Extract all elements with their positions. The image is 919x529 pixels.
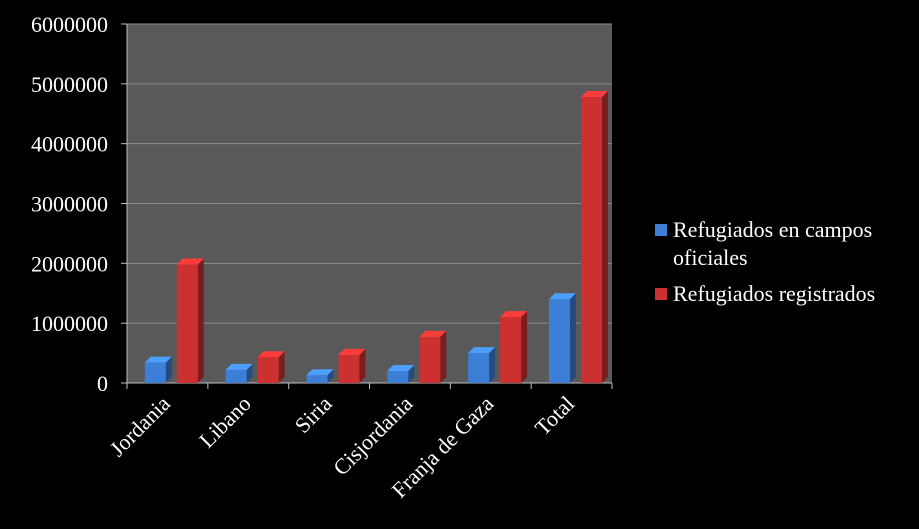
bar-registrados-3 bbox=[419, 330, 447, 383]
bar-campos-5 bbox=[548, 293, 576, 383]
legend: Refugiados en campos oficiales Refugiado… bbox=[655, 216, 917, 316]
bar-registrados-0 bbox=[176, 258, 204, 383]
bar-campos-4 bbox=[468, 347, 496, 383]
bar-registrados-5 bbox=[580, 90, 608, 383]
bar-registrados-1 bbox=[257, 351, 285, 383]
legend-swatch-red bbox=[655, 288, 667, 300]
legend-swatch-blue bbox=[655, 224, 667, 236]
axes bbox=[121, 23, 613, 389]
y-tick-label: 1000000 bbox=[31, 311, 108, 336]
y-tick-label: 4000000 bbox=[31, 132, 108, 157]
x-tick-label: Total bbox=[530, 391, 579, 440]
x-tick-label: Libano bbox=[194, 391, 256, 453]
y-tick-label: 5000000 bbox=[31, 72, 108, 97]
x-tick-label: Siria bbox=[290, 391, 337, 438]
bar-campos-2 bbox=[306, 369, 334, 383]
bar-campos-1 bbox=[225, 363, 253, 383]
x-tick-label: Jordania bbox=[105, 391, 176, 462]
legend-item-campos: Refugiados en campos oficiales bbox=[655, 216, 917, 272]
y-tick-label: 2000000 bbox=[31, 251, 108, 276]
bar-registrados-4 bbox=[500, 311, 528, 383]
y-tick-label: 0 bbox=[97, 371, 108, 396]
legend-label: Refugiados registrados bbox=[673, 281, 876, 306]
y-tick-label: 3000000 bbox=[31, 192, 108, 217]
bar-campos-0 bbox=[144, 356, 172, 383]
y-tick-labels: 0 1000000 2000000 3000000 4000000 5000000 6000… bbox=[31, 12, 108, 396]
bar-registrados-2 bbox=[338, 348, 366, 383]
y-tick-label: 6000000 bbox=[31, 12, 108, 37]
bars bbox=[144, 90, 608, 383]
legend-label: Refugiados en campos oficiales bbox=[673, 217, 873, 270]
legend-item-registrados: Refugiados registrados bbox=[655, 280, 917, 308]
bar-campos-3 bbox=[387, 365, 415, 383]
gridlines bbox=[127, 23, 612, 324]
